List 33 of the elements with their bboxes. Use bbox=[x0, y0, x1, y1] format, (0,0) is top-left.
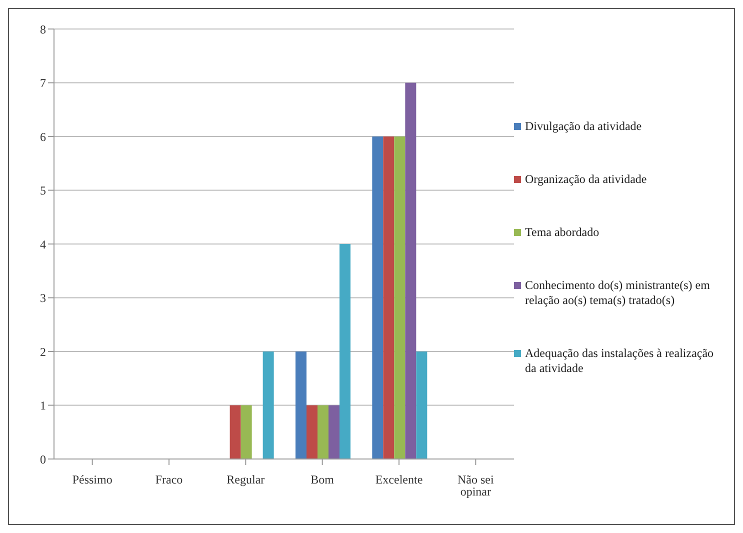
bar bbox=[240, 405, 252, 459]
legend-label: Organização da atividade bbox=[525, 172, 647, 187]
y-tick-label: 3 bbox=[40, 291, 46, 306]
bar bbox=[306, 405, 318, 459]
bar bbox=[318, 405, 328, 459]
legend-label: Tema abordado bbox=[525, 225, 600, 240]
bar bbox=[296, 352, 306, 459]
bar bbox=[405, 82, 416, 459]
x-tick-label: Péssimo bbox=[72, 472, 112, 487]
y-tick-label: 1 bbox=[40, 398, 46, 413]
bar bbox=[372, 136, 384, 459]
y-tick-label: 2 bbox=[40, 344, 46, 359]
legend-label: Divulgação da atividade bbox=[525, 119, 642, 134]
bar bbox=[394, 136, 406, 459]
bar bbox=[383, 136, 394, 459]
legend-label: Conhecimento do(s) ministrante(s) em relação ao(s) tema(s) tratado(s) bbox=[525, 278, 711, 308]
legend-label: Adequação das instalações à realização da atividade bbox=[525, 346, 715, 376]
bar bbox=[416, 352, 428, 459]
bar bbox=[230, 405, 241, 459]
y-tick-label: 7 bbox=[40, 76, 46, 90]
y-tick-label: 8 bbox=[40, 22, 46, 36]
x-tick-label: Não sei opinar bbox=[458, 472, 494, 499]
bar bbox=[328, 405, 340, 459]
x-tick-label: Fraco bbox=[155, 472, 183, 487]
x-tick-label: Regular bbox=[226, 472, 265, 487]
y-tick-label: 0 bbox=[40, 452, 46, 466]
x-tick-label: Excelente bbox=[375, 472, 423, 487]
bar bbox=[340, 244, 350, 459]
y-tick-label: 5 bbox=[40, 184, 46, 198]
x-tick-label: Bom bbox=[310, 472, 335, 487]
y-tick-label: 6 bbox=[40, 130, 46, 144]
y-tick-label: 4 bbox=[40, 237, 46, 252]
bar bbox=[262, 352, 274, 459]
